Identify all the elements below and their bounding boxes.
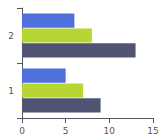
svg-text:2: 2	[8, 31, 14, 41]
svg-text:1: 1	[8, 86, 14, 96]
svg-text:5: 5	[63, 126, 69, 136]
svg-text:0: 0	[19, 126, 25, 136]
svg-text:15: 15	[147, 126, 158, 136]
svg-text:10: 10	[104, 126, 116, 136]
